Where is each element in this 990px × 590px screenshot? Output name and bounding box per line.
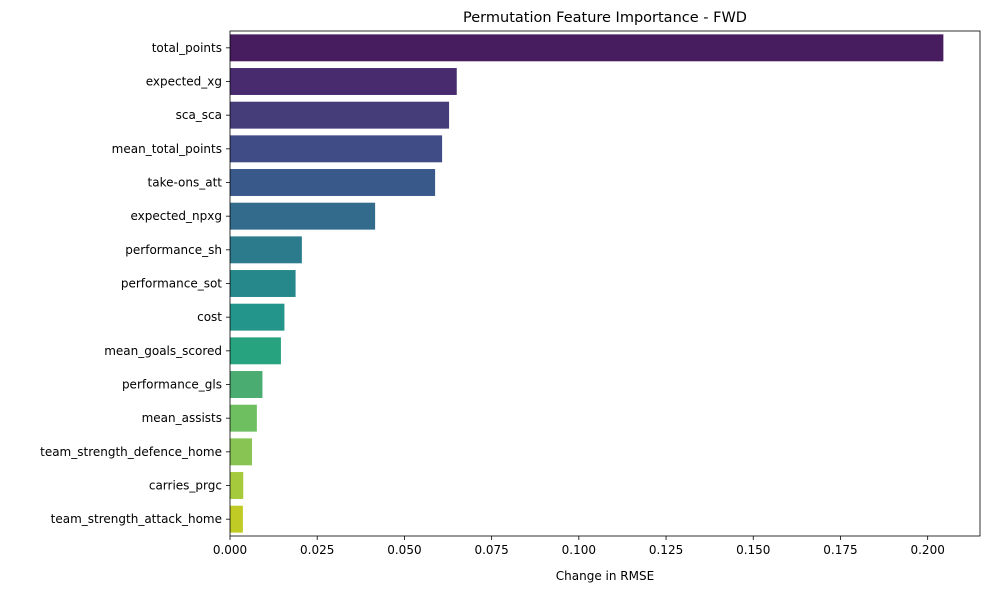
bar-team_strength_attack_home — [230, 505, 243, 533]
bar-sca_sca — [230, 101, 450, 129]
bar-performance_sh — [230, 236, 302, 264]
x-axis-label: Change in RMSE — [556, 569, 654, 583]
y-tick-label: performance_sot — [121, 277, 222, 291]
y-tick-label: mean_total_points — [112, 142, 222, 156]
x-axis-ticks: 0.000 0.025 0.050 0.075 0.100 0.125 0.150 0.175… — [213, 536, 945, 557]
y-tick-label: total_points — [152, 41, 222, 55]
y-tick-label: performance_sh — [125, 243, 222, 257]
y-tick-label: cost — [197, 310, 222, 324]
x-tick-label: 0.075 — [474, 543, 508, 557]
y-tick-label: sca_sca — [176, 108, 222, 122]
x-tick-label: 0.050 — [387, 543, 421, 557]
bar-expected_npxg — [230, 202, 376, 230]
bar-mean_total_points — [230, 135, 443, 163]
bar-total_points — [230, 34, 944, 62]
bar-cost — [230, 303, 285, 331]
x-tick-label: 0.000 — [213, 543, 247, 557]
y-tick-label: mean_assists — [142, 411, 222, 425]
x-tick-label: 0.100 — [562, 543, 596, 557]
y-tick-label: performance_gls — [122, 378, 222, 392]
y-tick-label: team_strength_defence_home — [40, 445, 222, 459]
y-tick-label: expected_xg — [146, 75, 222, 89]
axes-frame — [229, 30, 981, 537]
plot-frame — [229, 30, 981, 537]
bar-team_strength_defence_home — [230, 438, 252, 466]
y-tick-label: mean_goals_scored — [104, 344, 222, 358]
y-tick-label: expected_npxg — [130, 209, 222, 223]
x-tick-label: 0.175 — [823, 543, 857, 557]
y-tick-labels: total_points expected_xg sca_sca mean_total… — [40, 41, 230, 526]
x-tick-label: 0.125 — [649, 543, 683, 557]
y-tick-label: carries_prgc — [149, 479, 222, 493]
y-tick-label: take-ons_att — [148, 176, 223, 190]
bars-layer — [230, 34, 944, 533]
x-tick-label: 0.150 — [736, 543, 770, 557]
bar-expected_xg — [230, 68, 457, 95]
y-tick-label: team_strength_attack_home — [51, 512, 222, 526]
bar-performance_gls — [230, 371, 263, 398]
bar-take-ons_att — [230, 169, 436, 196]
x-tick-label: 0.025 — [300, 543, 334, 557]
bar-performance_sot — [230, 270, 296, 297]
bar-carries_prgc — [230, 472, 244, 499]
bar-mean_goals_scored — [230, 337, 281, 365]
bar-mean_assists — [230, 404, 257, 432]
x-tick-label: 0.200 — [910, 543, 944, 557]
chart-title: Permutation Feature Importance - FWD — [463, 10, 747, 26]
